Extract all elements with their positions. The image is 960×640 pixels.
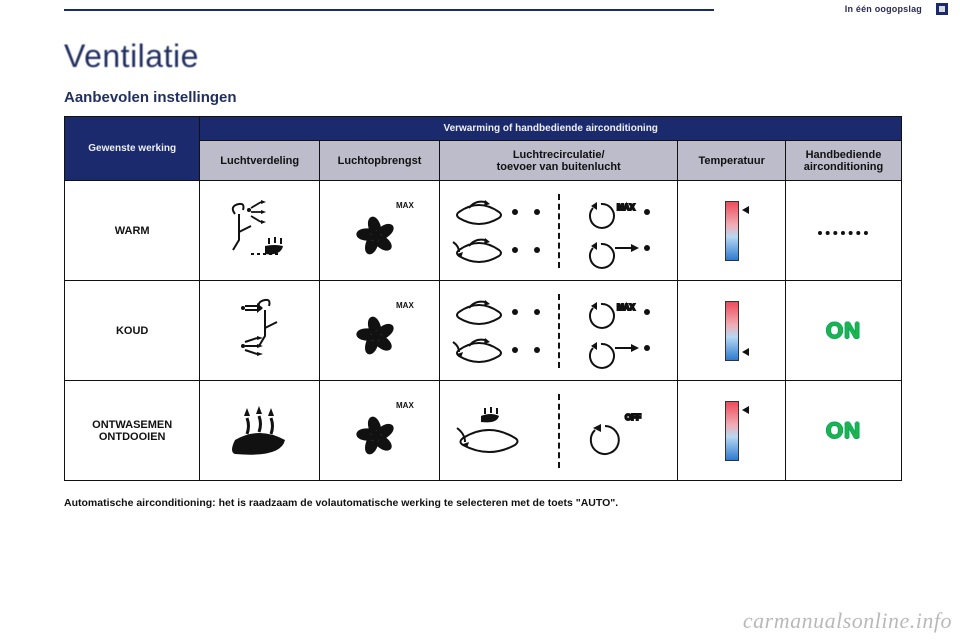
svg-text:OFF: OFF — [625, 413, 641, 422]
cell-dist-warm — [200, 181, 320, 281]
temperature-bar-icon — [725, 201, 739, 261]
cell-ac-koud: ON — [785, 281, 901, 381]
table-row: ONTWASEMEN ONTDOOIEN MAX — [65, 381, 902, 481]
col-luchtverdeling: Luchtverdeling — [200, 141, 320, 181]
page-marker-icon — [936, 3, 948, 15]
ac-off-icon — [818, 231, 868, 235]
fan-icon: MAX — [340, 196, 420, 266]
recirc-right-icon: MAX — [571, 292, 667, 370]
svg-text:MAX: MAX — [617, 203, 635, 212]
col-luchtopbrengst: Luchtopbrengst — [320, 141, 440, 181]
arrow-cold-icon — [742, 348, 749, 356]
row-label-defrost: ONTWASEMEN ONTDOOIEN — [65, 381, 200, 481]
svg-text:MAX: MAX — [617, 303, 635, 312]
table-row: WARM — [65, 181, 902, 281]
page-title: Ventilatie — [64, 38, 902, 75]
divider-icon — [558, 394, 560, 468]
fan-icon: MAX — [340, 396, 420, 466]
cell-recirc-defrost: OFF — [440, 381, 678, 481]
ac-on-label: ON — [826, 418, 861, 443]
table-row: KOUD — [65, 281, 902, 381]
cell-temp-koud — [678, 281, 786, 381]
cell-temp-warm — [678, 181, 786, 281]
cell-recirc-koud: MAX — [440, 281, 678, 381]
cell-ac-warm — [785, 181, 901, 281]
air-distribution-face-foot-icon — [221, 296, 299, 366]
temperature-bar-icon — [725, 301, 739, 361]
recirc-left-icon — [451, 292, 547, 370]
row-header-top: Gewenste werking — [65, 117, 200, 181]
air-distribution-foot-screen-icon — [221, 196, 299, 266]
col-ac: Handbediende airconditioning — [785, 141, 901, 181]
cell-dist-koud — [200, 281, 320, 381]
page-subtitle: Aanbevolen instellingen — [64, 89, 902, 106]
recirc-left-single-icon — [451, 392, 547, 470]
temperature-bar-icon — [725, 401, 739, 461]
header-rule — [64, 9, 714, 11]
top-bar: In één oogopslag — [0, 4, 960, 18]
arrow-hot-icon — [742, 206, 749, 214]
arrow-hot-icon — [742, 406, 749, 414]
breadcrumb: In één oogopslag — [845, 4, 922, 14]
watermark: carmanualsonline.info — [743, 608, 952, 634]
svg-text:MAX: MAX — [396, 301, 414, 310]
col-temperatuur: Temperatuur — [678, 141, 786, 181]
row-label-warm: WARM — [65, 181, 200, 281]
row-label-koud: KOUD — [65, 281, 200, 381]
footnote: Automatische airconditioning: het is raa… — [64, 497, 902, 509]
recirc-right-icon: MAX — [571, 192, 667, 270]
cell-dist-defrost — [200, 381, 320, 481]
divider-icon — [558, 194, 560, 268]
content: Ventilatie Aanbevolen instellingen Gewen… — [64, 38, 902, 509]
ac-on-label: ON — [826, 318, 861, 343]
divider-icon — [558, 294, 560, 368]
cell-ac-defrost: ON — [785, 381, 901, 481]
cell-temp-defrost — [678, 381, 786, 481]
cell-fan-koud: MAX — [320, 281, 440, 381]
page: In één oogopslag Ventilatie Aanbevolen i… — [0, 0, 960, 640]
cell-fan-warm: MAX — [320, 181, 440, 281]
super-header: Verwarming of handbediende airconditioni… — [200, 117, 902, 141]
air-distribution-windshield-icon — [221, 396, 299, 466]
recirc-right-off-icon: OFF — [571, 392, 667, 470]
svg-text:MAX: MAX — [396, 401, 414, 410]
fan-max-label: MAX — [396, 201, 414, 210]
settings-table: Gewenste werking Verwarming of handbedie… — [64, 116, 902, 481]
cell-fan-defrost: MAX — [320, 381, 440, 481]
recirc-left-icon — [451, 192, 547, 270]
fan-icon: MAX — [340, 296, 420, 366]
col-recirculatie: Luchtrecirculatie/ toevoer van buitenluc… — [440, 141, 678, 181]
cell-recirc-warm: MAX — [440, 181, 678, 281]
